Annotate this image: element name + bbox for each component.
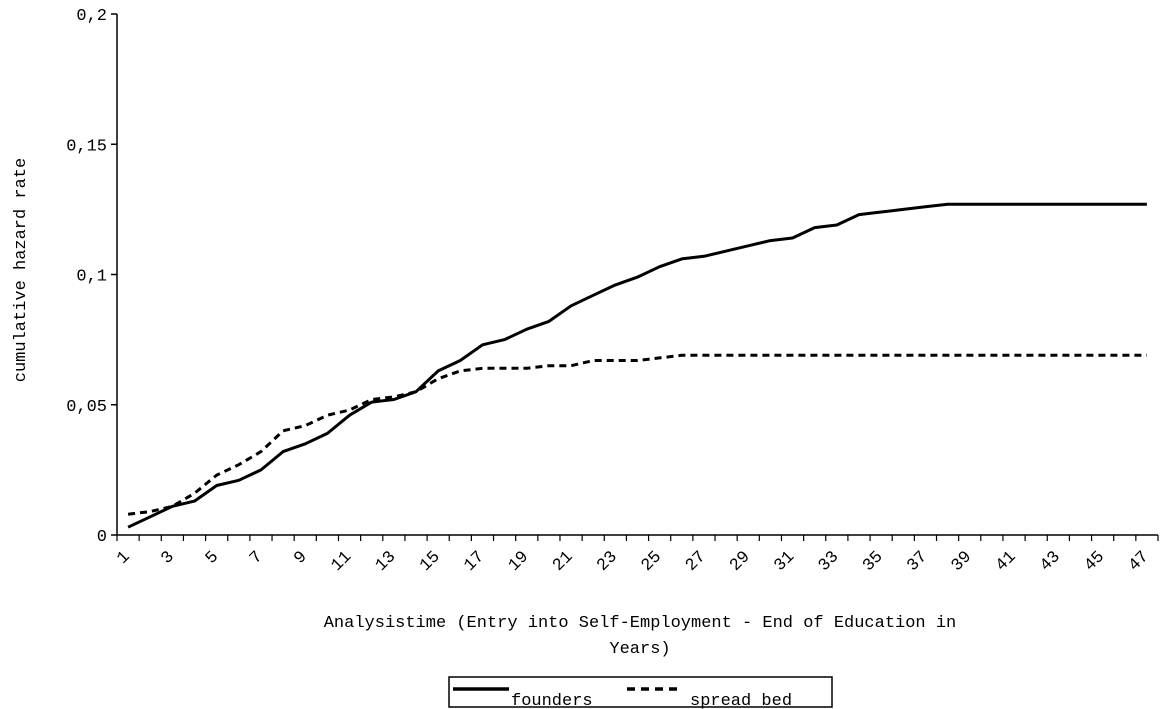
y-axis-ticks: 0 0,05 0,1 0,15 0,2 bbox=[66, 7, 117, 547]
legend-label-founders: founders bbox=[511, 692, 593, 709]
y-tick-label: 0,2 bbox=[76, 7, 107, 26]
x-tick-label: 5 bbox=[202, 548, 223, 569]
x-tick-label: 29 bbox=[727, 548, 755, 576]
y-axis-title: cumulative hazard rate bbox=[12, 158, 31, 382]
y-tick-label: 0,15 bbox=[66, 137, 107, 156]
axes bbox=[116, 14, 1158, 536]
x-axis-ticks: 1 3 5 7 9 11 13 15 17 19 21 23 25 27 29 31 33 35 37 39 41 43 4… bbox=[114, 535, 1159, 576]
legend: founders spread bed bbox=[448, 676, 833, 709]
x-tick-label: 25 bbox=[638, 548, 666, 576]
x-tick-label: 15 bbox=[417, 548, 445, 576]
x-tick-label: 17 bbox=[461, 548, 489, 576]
x-tick-label: 13 bbox=[372, 548, 400, 576]
x-tick-label: 11 bbox=[328, 548, 356, 576]
x-tick-label: 9 bbox=[291, 548, 312, 569]
series-line-founders bbox=[127, 202, 1147, 529]
x-axis-title-line1: Analysistime (Entry into Self-Employment… bbox=[324, 614, 957, 633]
x-tick-label: 47 bbox=[1125, 548, 1153, 576]
x-tick-label: 37 bbox=[904, 548, 932, 576]
x-tick-label: 23 bbox=[594, 548, 622, 576]
x-tick-label: 39 bbox=[948, 548, 976, 576]
x-tick-label: 33 bbox=[815, 548, 843, 576]
series-layer bbox=[127, 202, 1147, 529]
y-tick-label: 0,05 bbox=[66, 398, 107, 417]
y-tick-label: 0,1 bbox=[76, 268, 107, 287]
x-tick-label: 21 bbox=[549, 548, 577, 576]
x-tick-label: 31 bbox=[771, 548, 799, 576]
y-tick-label: 0 bbox=[97, 528, 107, 547]
series-line-spread-bed bbox=[127, 353, 1147, 516]
x-tick-label: 3 bbox=[158, 548, 179, 569]
x-tick-label: 27 bbox=[682, 548, 710, 576]
x-axis-title-line2: Years) bbox=[609, 640, 670, 659]
x-tick-label: 41 bbox=[992, 548, 1020, 576]
x-tick-label: 43 bbox=[1037, 548, 1065, 576]
legend-label-spread-bed: spread bed bbox=[690, 692, 792, 709]
x-tick-label: 35 bbox=[860, 548, 888, 576]
x-tick-label: 7 bbox=[247, 548, 268, 569]
x-tick-label: 1 bbox=[114, 548, 135, 569]
legend-box bbox=[448, 676, 833, 708]
x-tick-label: 19 bbox=[505, 548, 533, 576]
x-tick-label: 45 bbox=[1081, 548, 1109, 576]
